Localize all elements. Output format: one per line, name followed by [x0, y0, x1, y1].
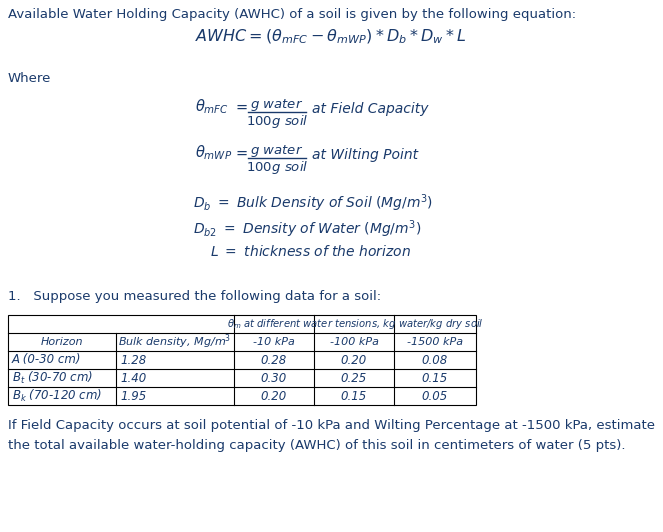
Bar — [8, 315, 476, 405]
Text: $g\ water$: $g\ water$ — [251, 143, 304, 159]
Text: -1500 kPa: -1500 kPa — [407, 337, 463, 347]
Text: -10 kPa: -10 kPa — [253, 337, 295, 347]
Text: $\theta_{mFC}$: $\theta_{mFC}$ — [195, 97, 229, 115]
Text: $AWHC = (\theta_{mFC} - \theta_{mWP}) * D_b * D_w * L$: $AWHC = (\theta_{mFC} - \theta_{mWP}) * … — [196, 28, 467, 46]
Text: $=$: $=$ — [233, 145, 249, 160]
Text: $B_t$ (30-70 cm): $B_t$ (30-70 cm) — [12, 370, 93, 386]
Text: 0.20: 0.20 — [261, 389, 287, 403]
Text: 0.25: 0.25 — [341, 371, 367, 385]
Text: 0.05: 0.05 — [422, 389, 448, 403]
Text: 0.15: 0.15 — [341, 389, 367, 403]
Text: Where: Where — [8, 72, 51, 85]
Text: $B_k$ (70-120 cm): $B_k$ (70-120 cm) — [12, 388, 102, 404]
Text: $100g\ soil$: $100g\ soil$ — [246, 113, 308, 130]
Text: 0.28: 0.28 — [261, 353, 287, 367]
Text: $D_{b2}\ =\ $Density of Water $(Mg/m^3)$: $D_{b2}\ =\ $Density of Water $(Mg/m^3)$ — [193, 218, 422, 239]
Text: 1.95: 1.95 — [120, 389, 147, 403]
Text: Bulk density, Mg/m$^3$: Bulk density, Mg/m$^3$ — [119, 332, 231, 351]
Text: If Field Capacity occurs at soil potential of -10 kPa and Wilting Percentage at : If Field Capacity occurs at soil potenti… — [8, 419, 655, 452]
Text: 0.20: 0.20 — [341, 353, 367, 367]
Text: $L\ =\ $thickness of the horizon: $L\ =\ $thickness of the horizon — [210, 244, 411, 259]
Text: 0.30: 0.30 — [261, 371, 287, 385]
Text: 1.28: 1.28 — [120, 353, 147, 367]
Text: Horizon: Horizon — [40, 337, 84, 347]
Text: at Field Capacity: at Field Capacity — [312, 102, 428, 116]
Text: 1.   Suppose you measured the following data for a soil:: 1. Suppose you measured the following da… — [8, 290, 381, 303]
Text: -100 kPa: -100 kPa — [330, 337, 379, 347]
Text: A (0-30 cm): A (0-30 cm) — [12, 353, 82, 367]
Text: $g\ water$: $g\ water$ — [251, 97, 304, 113]
Text: 0.15: 0.15 — [422, 371, 448, 385]
Text: Available Water Holding Capacity (AWHC) of a soil is given by the following equa: Available Water Holding Capacity (AWHC) … — [8, 8, 576, 21]
Text: $D_b\ =\ $Bulk Density of Soil $(Mg/m^3)$: $D_b\ =\ $Bulk Density of Soil $(Mg/m^3)… — [193, 192, 433, 214]
Text: $\theta_m$ at different water tensions, kg water/kg dry soil: $\theta_m$ at different water tensions, … — [227, 317, 483, 331]
Text: $100g\ soil$: $100g\ soil$ — [246, 159, 308, 176]
Text: $\theta_{mWP}$: $\theta_{mWP}$ — [195, 143, 232, 162]
Text: 1.40: 1.40 — [120, 371, 147, 385]
Text: 0.08: 0.08 — [422, 353, 448, 367]
Text: at Wilting Point: at Wilting Point — [312, 148, 418, 162]
Text: $=$: $=$ — [233, 99, 249, 114]
